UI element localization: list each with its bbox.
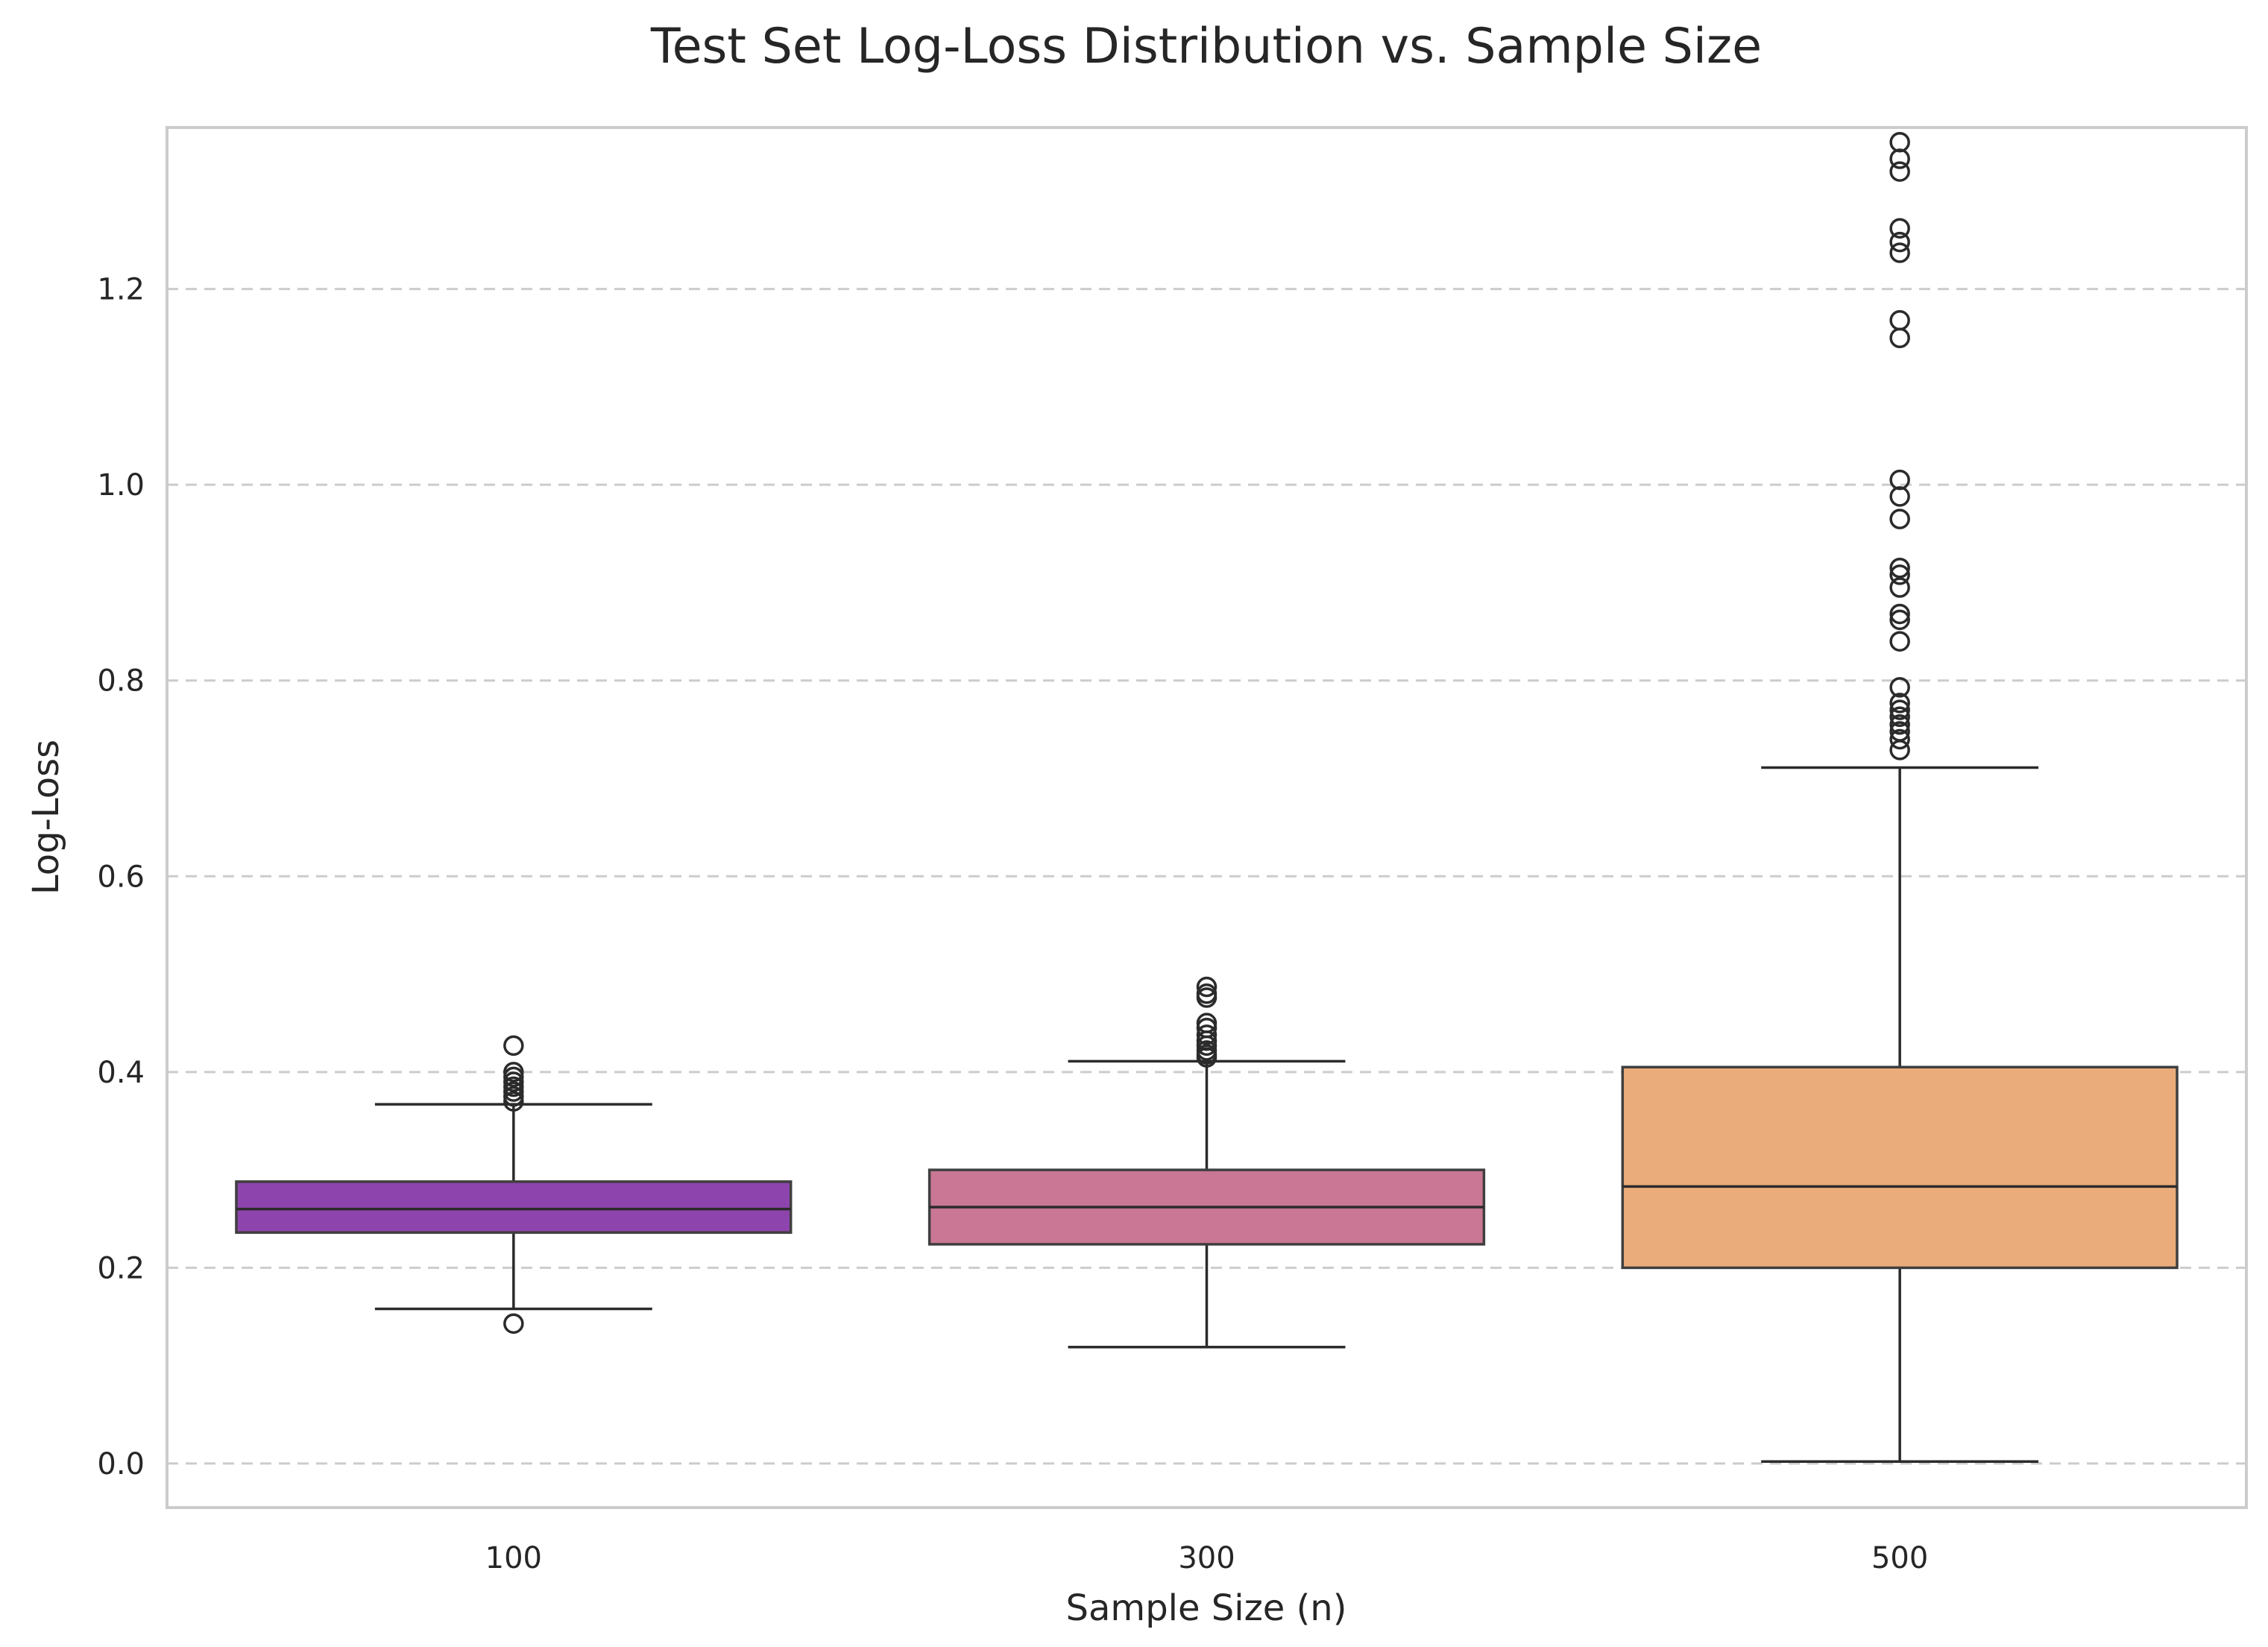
outlier-point bbox=[1889, 242, 1910, 263]
outlier-point bbox=[1889, 469, 1910, 491]
y-tick-labels: 0.0 0.2 0.4 0.6 0.8 1.0 1.2 bbox=[97, 273, 145, 1481]
x-tick-labels: 100 300 500 bbox=[485, 1541, 1929, 1575]
box-group-100 bbox=[235, 1035, 793, 1334]
outlier-point bbox=[1889, 699, 1910, 720]
x-axis-label: Sample Size (n) bbox=[1066, 1587, 1347, 1629]
x-tick-label: 300 bbox=[1178, 1541, 1235, 1575]
outlier-point bbox=[1889, 677, 1910, 698]
y-tick-label: 1.2 bbox=[97, 273, 145, 307]
outlier-point bbox=[1889, 714, 1910, 735]
outlier-point bbox=[503, 1035, 524, 1056]
y-tick-label: 0.4 bbox=[97, 1056, 145, 1090]
outlier-point bbox=[1889, 728, 1910, 750]
outlier-point bbox=[1889, 609, 1910, 631]
outlier-point bbox=[503, 1313, 524, 1334]
box-group-500 bbox=[1621, 131, 2179, 1464]
outlier-point bbox=[1889, 557, 1910, 579]
iqr-box bbox=[1621, 1065, 2179, 1270]
outlier-point bbox=[1889, 693, 1910, 714]
outlier-point bbox=[1889, 706, 1910, 728]
outlier-point bbox=[1889, 231, 1910, 253]
outlier-point bbox=[1196, 1013, 1218, 1033]
iqr-box bbox=[235, 1180, 793, 1234]
boxes bbox=[235, 131, 2179, 1464]
y-tick-label: 0.0 bbox=[97, 1447, 145, 1481]
chart-title: Test Set Log-Loss Distribution vs. Sampl… bbox=[650, 19, 1762, 75]
outlier-point bbox=[1889, 486, 1910, 507]
outlier-point bbox=[1889, 577, 1910, 598]
y-tick-label: 1.0 bbox=[97, 468, 145, 503]
x-tick-label: 100 bbox=[485, 1541, 542, 1575]
outlier-point bbox=[1889, 148, 1910, 169]
outlier-point bbox=[1889, 721, 1910, 742]
outlier-point bbox=[1196, 983, 1218, 1004]
outlier-point bbox=[1889, 327, 1910, 348]
box-group-300 bbox=[927, 976, 1486, 1349]
outlier-point bbox=[1889, 603, 1910, 625]
outlier-point bbox=[1889, 218, 1910, 239]
outlier-point bbox=[1889, 309, 1910, 331]
x-tick-label: 500 bbox=[1871, 1541, 1928, 1575]
outlier-point bbox=[1196, 976, 1218, 998]
outlier-point bbox=[1889, 161, 1910, 182]
outlier-point bbox=[503, 1062, 524, 1083]
outlier-point bbox=[1196, 1024, 1218, 1045]
outlier-point bbox=[1889, 631, 1910, 652]
y-axis-label: Log-Loss bbox=[25, 740, 67, 895]
y-tick-label: 0.2 bbox=[97, 1251, 145, 1285]
y-tick-label: 0.6 bbox=[97, 860, 145, 894]
plot-area-frame bbox=[166, 126, 2248, 1509]
outlier-point bbox=[1889, 508, 1910, 529]
outlier-point bbox=[1889, 564, 1910, 585]
outlier-point bbox=[1889, 131, 1910, 153]
y-tick-label: 0.8 bbox=[97, 664, 145, 699]
